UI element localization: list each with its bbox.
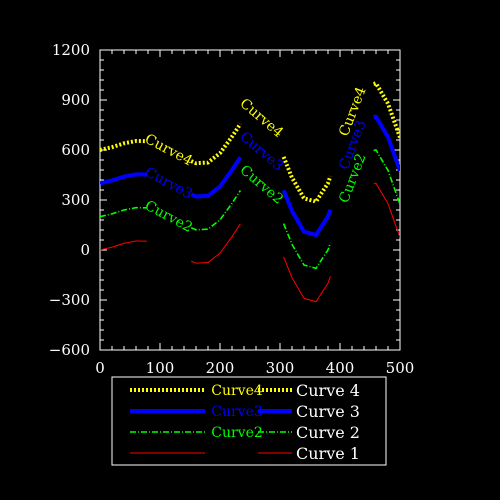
- x-tick-label: 0: [95, 359, 105, 377]
- curve-3-line: [190, 156, 243, 199]
- legend-label-curve-3: Curve 3: [296, 402, 360, 421]
- curve-4-line: [372, 81, 400, 139]
- curve-2-inline-label: Curve2: [142, 198, 195, 236]
- legend-box: [111, 376, 387, 466]
- curve-2-line: [100, 206, 147, 218]
- x-tick-label: 400: [326, 359, 355, 377]
- x-tick-labels: 0 100 200 300 400 500: [95, 359, 414, 377]
- curve-3-line: [372, 114, 400, 172]
- curve-4-line: [190, 122, 243, 166]
- curve-1-line: [373, 182, 400, 238]
- x-tick-label: 200: [206, 359, 235, 377]
- legend-inline-label: Curve4: [211, 383, 263, 399]
- y-tick-label: 900: [61, 91, 90, 109]
- x-tick-label: 500: [386, 359, 415, 377]
- x-tick-label: 100: [146, 359, 175, 377]
- y-tick-labels: −600 −300 0 300 600 900 1200: [49, 41, 90, 359]
- axis-ticks: [99, 49, 401, 351]
- legend-label-curve-1: Curve 1: [296, 444, 360, 463]
- curve-1-line: [191, 223, 241, 264]
- curve-2-line: [282, 223, 332, 270]
- legend-label-curve-2: Curve 2: [296, 423, 360, 442]
- x-tick-label: 300: [266, 359, 295, 377]
- curve-3-line: [100, 172, 148, 186]
- curve-3-line: [281, 189, 333, 238]
- curve-1-line: [100, 240, 147, 251]
- y-tick-label: −300: [49, 291, 90, 309]
- y-tick-label: −600: [49, 341, 90, 359]
- curve-4-line: [281, 156, 333, 204]
- curve-2-line: [190, 190, 242, 231]
- legend-label-curve-4: Curve 4: [296, 381, 360, 400]
- y-tick-label: 600: [61, 141, 90, 159]
- curve-1-line: [283, 256, 331, 303]
- legend: Curve4 Curve 4 Curve3 Curve 3 Curve2 Curve 2 C…: [111, 376, 387, 466]
- y-tick-label: 300: [61, 191, 90, 209]
- legend-inline-label: Curve2: [211, 425, 263, 441]
- y-tick-label: 1200: [52, 41, 90, 59]
- curve-4-line: [100, 138, 148, 152]
- legend-inline-label: Curve3: [211, 404, 263, 420]
- curve-2-line: [373, 149, 400, 205]
- y-tick-label: 0: [80, 241, 90, 259]
- series-layer: [100, 81, 400, 303]
